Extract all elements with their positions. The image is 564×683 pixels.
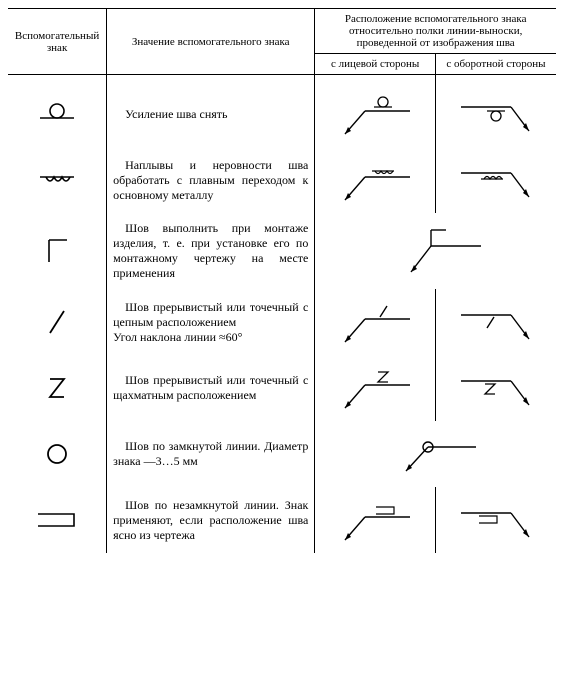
leader-back [435,147,556,213]
smooth-transition-icon [32,167,82,193]
field-weld-icon [37,234,77,268]
desc-cell: Усиление шва снять [107,75,315,148]
leader-back-icon [451,363,541,413]
leader-face [315,355,436,421]
desc-cell: Шов по незамкнутой линии. Знак применяют… [107,487,315,553]
symbol-cell [8,289,107,355]
leader-face [315,289,436,355]
remove-reinforcement-icon [32,99,82,129]
table-row: Шов прерывистый или точечный с щахматным… [8,355,556,421]
leader-closed-icon [376,429,496,479]
desc-cell: Шов по замкнутой линии. Диаметр знака —3… [107,421,315,487]
leader-face [315,487,436,553]
header-meaning: Значение вспомогательного знака [107,9,315,75]
leader-back [435,75,556,148]
header-position-group: Расположение вспомогательного знака отно… [315,9,556,54]
leader-both [315,213,556,289]
table-row: Шов по незамкнутой линии. Знак применяют… [8,487,556,553]
open-contour-icon [32,508,82,532]
closed-contour-icon [42,439,72,469]
leader-back [435,487,556,553]
table-row: Шов прерывистый или точечный с цепным ра… [8,289,556,355]
leader-back-icon [451,495,541,545]
leader-face-icon [330,495,420,545]
leader-face [315,75,436,148]
symbol-cell [8,487,107,553]
staggered-icon [42,373,72,403]
leader-face-icon [330,297,420,347]
symbol-cell [8,355,107,421]
chain-intermittent-icon [42,305,72,339]
leader-back-icon [451,155,541,205]
leader-face-icon [330,89,420,139]
table-row: Усиление шва снять [8,75,556,148]
leader-face-icon [330,363,420,413]
desc-cell: Шов прерывистый или точечный с щахматным… [107,355,315,421]
weld-symbols-table: Вспомогательный знак Значение вспомогате… [8,8,556,553]
desc-cell: Шов выполнить при монтаже изделия, т. е.… [107,213,315,289]
symbol-cell [8,421,107,487]
leader-both [315,421,556,487]
symbol-cell [8,147,107,213]
header-back-side: с оборотной стороны [435,54,556,75]
leader-face [315,147,436,213]
header-face-side: с лицевой стороны [315,54,436,75]
leader-face-icon [330,155,420,205]
table-row: Шов выполнить при монтаже изделия, т. е.… [8,213,556,289]
leader-back [435,289,556,355]
leader-back-icon [451,297,541,347]
desc-cell: Шов прерывистый или точечный с цепным ра… [107,289,315,355]
symbol-cell [8,75,107,148]
header-symbol: Вспомогательный знак [8,9,107,75]
leader-back [435,355,556,421]
table-row: Наплывы и неровности шва обработать с пл… [8,147,556,213]
leader-back-icon [451,89,541,139]
symbol-cell [8,213,107,289]
leader-field-icon [376,224,496,279]
desc-cell: Наплывы и неровности шва обработать с пл… [107,147,315,213]
table-row: Шов по замкнутой линии. Диаметр знака —3… [8,421,556,487]
